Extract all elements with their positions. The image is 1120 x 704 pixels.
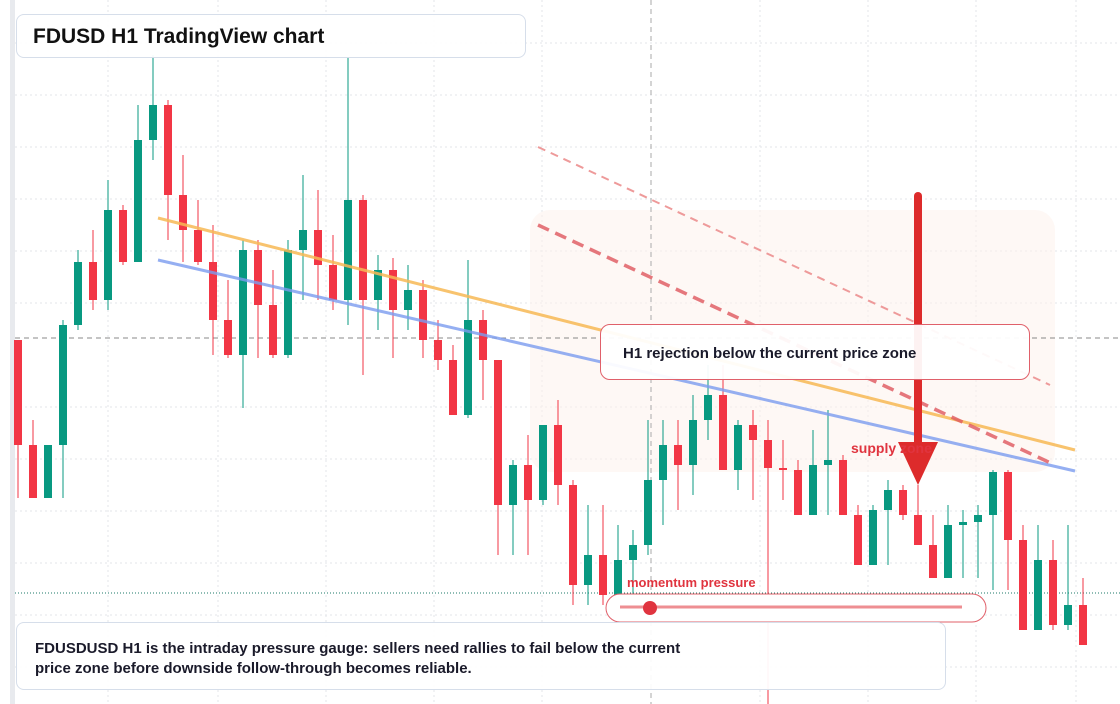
arrow-head [898,442,938,485]
candle-body [119,210,127,262]
candle-body [614,560,622,595]
candle-body [644,480,652,545]
candle-body [959,522,967,525]
candle-body [104,210,112,300]
candle-body [599,555,607,595]
candle-body [329,265,337,300]
candle-body [14,340,22,445]
candle-body [854,515,862,565]
candle-body [884,490,892,510]
left-strip [10,0,15,704]
candle-body [284,250,292,355]
candle-body [899,490,907,515]
candle-body [779,468,787,470]
candle-body [629,545,637,560]
gauge-knob [643,601,657,615]
candle-body [674,445,682,465]
candle-body [74,262,82,325]
candle-body [194,230,202,262]
candle-body [299,230,307,250]
callout: H1 rejection below the current price zon… [600,324,1030,380]
candle-body [374,270,382,300]
candle-body [869,510,877,565]
candle-body [974,515,982,522]
candle-body [89,262,97,300]
candle-body [944,525,952,578]
chart-title: FDUSD H1 TradingView chart [16,14,526,58]
candle-body [359,200,367,300]
candle-body [1004,472,1012,540]
candle-body [524,465,532,500]
candle-body [509,465,517,505]
candle-body [719,395,727,470]
candle-body [1064,605,1072,625]
candle-body [1049,560,1057,625]
candle-body [989,472,997,515]
candle-body [389,270,397,310]
candle-body [824,460,832,465]
note-text: FDUSDUSD H1 is the intraday pressure gau… [35,640,681,677]
candle-body [809,465,817,515]
candle-body [584,555,592,585]
candle-body [704,395,712,420]
candle-body [344,200,352,300]
candle-body [179,195,187,230]
candle-body [134,140,142,262]
candle-body [1019,540,1027,630]
note: FDUSDUSD H1 is the intraday pressure gau… [16,622,946,690]
candle-body [554,425,562,485]
supply-label: supply zone [851,440,932,456]
candle-body [149,105,157,140]
candle-body [164,105,172,195]
momentum-label: momentum pressure [627,575,756,590]
candle-body [734,425,742,470]
candle-body [749,425,757,440]
candle-body [59,325,67,445]
candle-body [689,420,697,465]
candle-body [269,305,277,355]
candle-body [1079,605,1087,645]
candle-body [539,425,547,500]
candle-body [569,485,577,585]
candle-body [239,250,247,355]
candle-body [449,360,457,415]
candle-body [404,290,412,310]
candle-body [494,360,502,505]
candle-body [29,445,37,498]
candle-body [479,320,487,360]
candle-body [434,340,442,360]
candle-body [44,445,52,498]
candles [14,55,1087,704]
candle-body [224,320,232,355]
candle-body [464,320,472,415]
candle-body [314,230,322,265]
channel-line-upper [537,146,1051,386]
candle-body [764,440,772,468]
candle-body [419,290,427,340]
candle-body [209,262,217,320]
candle-body [659,445,667,480]
candle-body [839,460,847,515]
candle-body [914,515,922,545]
candle-body [254,250,262,305]
candle-body [794,470,802,515]
candle-body [1034,560,1042,630]
candle-body [929,545,937,578]
